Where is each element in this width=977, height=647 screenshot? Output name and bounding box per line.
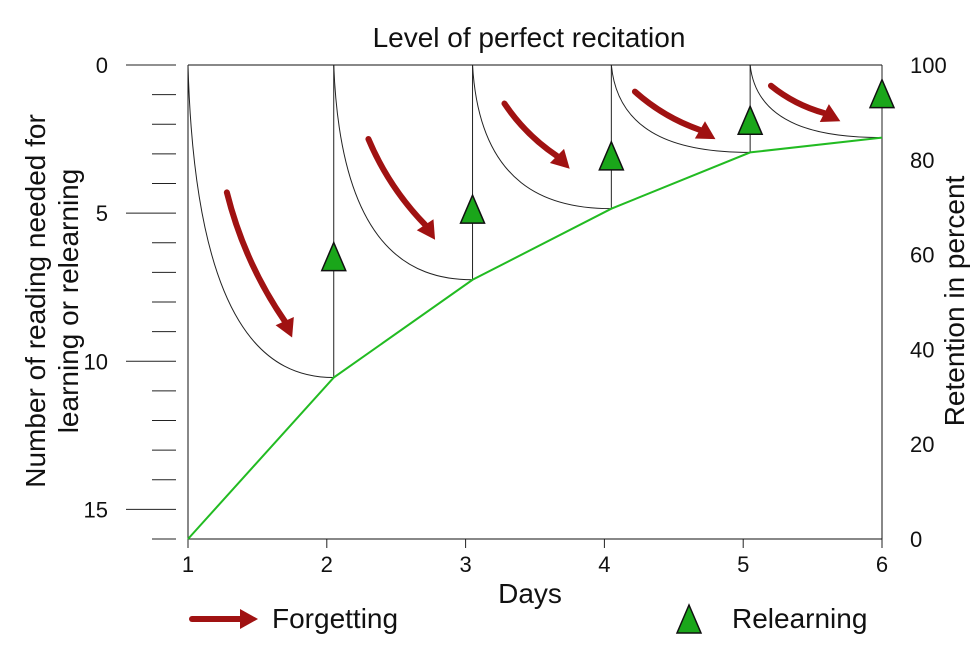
forgetting-arrow-head — [694, 121, 716, 140]
x-tick-label: 4 — [598, 552, 610, 577]
x-tick-label: 3 — [459, 552, 471, 577]
relearning-marker — [320, 240, 347, 272]
legend-label-relearning: Relearning — [732, 603, 867, 634]
y-left-label-line1: Number of reading needed for — [20, 114, 51, 488]
forgetting-arrow-shaft — [767, 82, 828, 117]
legend-arrow-icon — [189, 609, 258, 629]
x-tick-label: 2 — [321, 552, 333, 577]
legend-label-forgetting: Forgetting — [272, 603, 398, 634]
forgetting-curve — [610, 64, 751, 153]
y-left-tick-label: 10 — [84, 349, 108, 374]
x-axis-label: Days — [498, 578, 562, 609]
forgetting-arrow — [223, 189, 294, 338]
forgetting-arrow-head — [275, 317, 294, 338]
forgetting-arrow-shaft — [223, 189, 288, 325]
relearning-marker — [737, 104, 764, 136]
y-left-tick-label: 5 — [96, 201, 108, 226]
forgetting-arrow-shaft — [631, 88, 703, 133]
x-tick-label: 5 — [737, 552, 749, 577]
forgetting-curve — [749, 64, 883, 139]
y-right-tick-label: 100 — [910, 53, 947, 78]
relearning-marker — [868, 77, 896, 109]
relearning-marker — [459, 193, 486, 224]
forgetting-curve — [472, 64, 612, 210]
relearning-marker — [598, 139, 625, 171]
legend-triangle-icon — [675, 603, 703, 634]
forgetting-arrow-head — [819, 104, 841, 122]
legend-item-forgetting — [189, 609, 258, 629]
forgetting-arrow — [767, 82, 841, 122]
forgetting-arrow-shaft — [501, 100, 560, 159]
y-right-tick-label: 0 — [910, 527, 922, 552]
y-right-label: Retention in percent — [939, 175, 970, 426]
plot-area: 0 5 10 15 0 20 40 60 80 100 1 2 3 4 5 6 — [84, 53, 947, 577]
y-left-tick-label: 0 — [96, 53, 108, 78]
chart-title: Level of perfect recitation — [373, 22, 686, 53]
legend-arrow-icon-head — [240, 609, 258, 629]
forgetting-curve — [333, 64, 473, 281]
forgetting-arrow — [631, 88, 716, 140]
y-right-tick-label: 20 — [910, 432, 934, 457]
forgetting-arrow — [365, 136, 436, 240]
y-left-tick-label: 15 — [84, 497, 108, 522]
y-right-tick-label: 60 — [910, 243, 934, 268]
x-tick-label: 1 — [182, 552, 194, 577]
y-left-label-line2: learning or relearning — [53, 169, 84, 434]
forgetting-arrow-head — [549, 148, 570, 169]
retention-baseline — [187, 136, 883, 540]
y-right-tick-label: 40 — [910, 337, 934, 362]
forgetting-curve — [187, 64, 334, 379]
legend-item-relearning — [675, 603, 703, 634]
legend: Forgetting Relearning — [189, 603, 867, 634]
forgetting-arrow-shaft — [365, 136, 429, 228]
forgetting-arrow — [501, 100, 570, 169]
x-tick-label: 6 — [876, 552, 888, 577]
forgetting-arrow-head — [416, 219, 436, 240]
y-right-tick-label: 80 — [910, 148, 934, 173]
